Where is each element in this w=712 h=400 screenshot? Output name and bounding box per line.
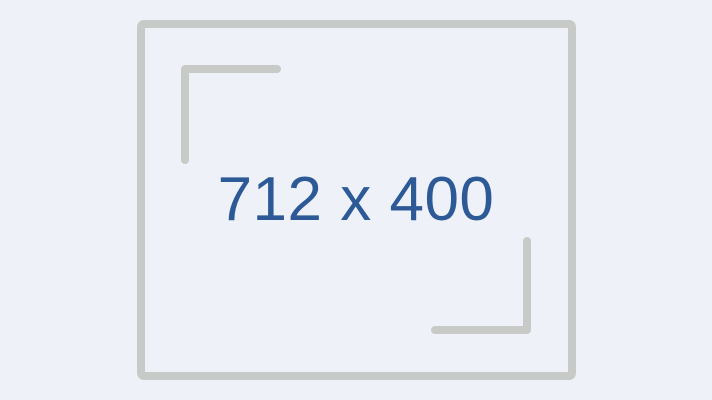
top-left-corner-bracket	[181, 65, 281, 164]
dimensions-label: 712 x 400	[217, 165, 495, 234]
bottom-right-corner-bracket	[431, 237, 531, 334]
outer-frame	[137, 20, 576, 380]
